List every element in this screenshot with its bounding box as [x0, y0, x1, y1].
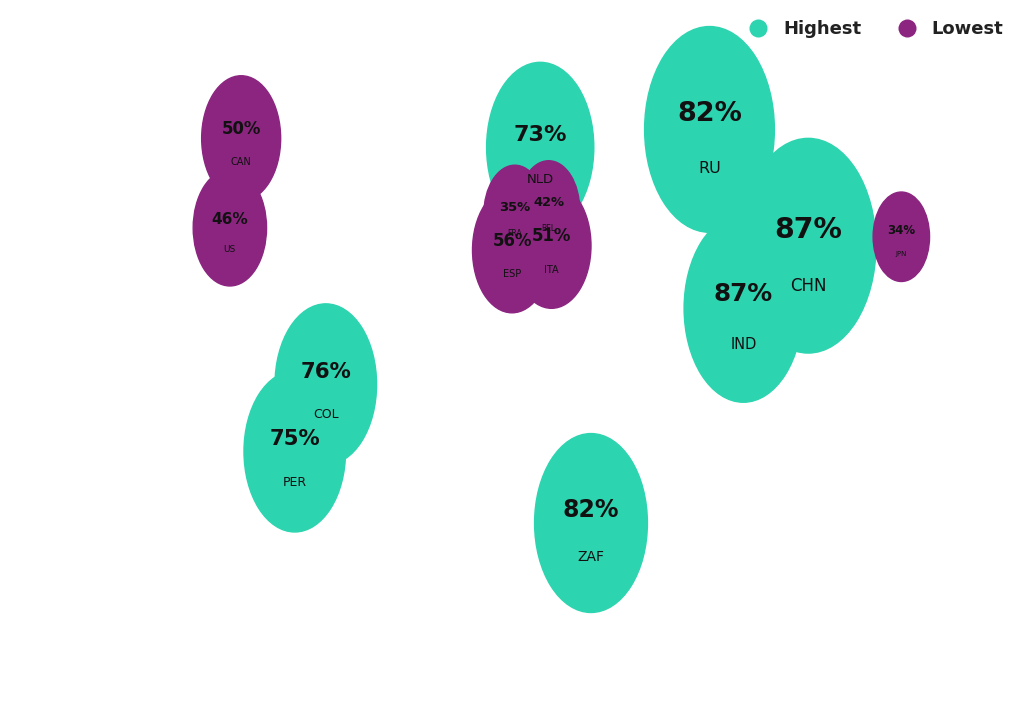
Text: RU: RU — [698, 161, 721, 176]
Text: 87%: 87% — [714, 282, 773, 306]
Circle shape — [535, 434, 647, 613]
Text: 42%: 42% — [534, 196, 564, 209]
Text: 82%: 82% — [563, 497, 620, 521]
Text: 34%: 34% — [887, 224, 915, 237]
Circle shape — [518, 161, 580, 259]
Text: JPN: JPN — [896, 251, 907, 257]
Circle shape — [194, 169, 266, 286]
Text: PER: PER — [283, 476, 307, 489]
Text: FRA: FRA — [508, 229, 522, 237]
Text: 35%: 35% — [500, 201, 530, 214]
Circle shape — [483, 165, 546, 264]
Text: 50%: 50% — [221, 120, 261, 138]
Text: ZAF: ZAF — [578, 550, 604, 564]
Circle shape — [644, 27, 774, 232]
Text: 87%: 87% — [774, 216, 842, 243]
Circle shape — [486, 62, 594, 232]
Circle shape — [275, 304, 377, 465]
Text: 73%: 73% — [513, 125, 567, 145]
Text: 76%: 76% — [300, 362, 351, 382]
Circle shape — [244, 371, 345, 532]
Text: CAN: CAN — [230, 157, 252, 167]
Text: ESP: ESP — [503, 269, 521, 279]
Text: CHN: CHN — [790, 277, 826, 295]
Circle shape — [740, 138, 876, 353]
Legend: Highest, Lowest: Highest, Lowest — [733, 13, 1011, 46]
Circle shape — [873, 192, 930, 282]
Text: 51%: 51% — [531, 227, 571, 245]
Text: NLD: NLD — [526, 173, 554, 186]
Text: 56%: 56% — [493, 232, 531, 250]
Text: IND: IND — [730, 337, 757, 352]
Text: US: US — [224, 245, 236, 254]
Text: 75%: 75% — [269, 429, 321, 450]
Circle shape — [512, 183, 591, 308]
Text: BEL: BEL — [542, 224, 556, 233]
Circle shape — [202, 76, 281, 201]
Circle shape — [472, 188, 552, 313]
Text: 46%: 46% — [212, 211, 248, 227]
Text: COL: COL — [313, 408, 339, 421]
Text: ITA: ITA — [544, 264, 559, 274]
Text: 82%: 82% — [677, 101, 742, 127]
Circle shape — [684, 214, 803, 403]
